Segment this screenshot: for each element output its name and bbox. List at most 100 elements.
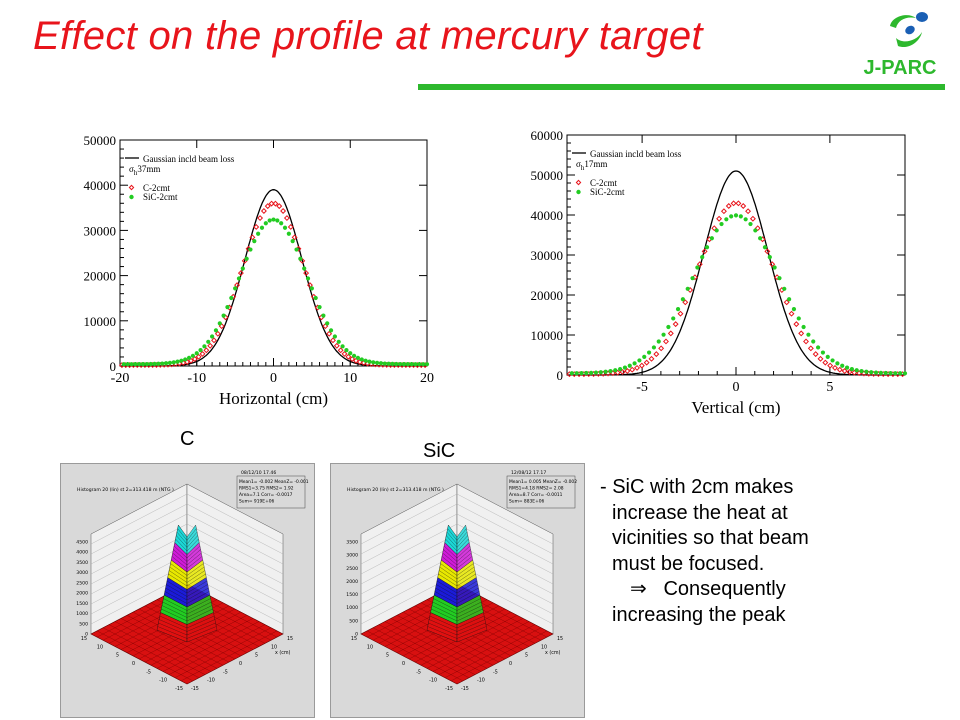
sic-2cmt-point [317,305,322,310]
y-axis-tick-label: 10 [97,644,103,650]
tower-step-line [435,587,479,601]
sic-2cmt-point [758,236,763,241]
hist-date: 08/12/10 17.46 [241,470,276,476]
sic-2cmt-point [286,231,291,236]
y-tick-label: 0 [110,359,117,374]
tower-step-line [164,591,210,604]
y-axis-tick-label: -15 [445,686,453,692]
sic-2cmt-point [233,286,238,291]
x-tick-label: -20 [111,371,130,386]
floor-gridline [180,630,278,682]
tower-step-line [438,570,476,583]
sic-2cmt-point [305,276,311,281]
jparc-logo: J-PARC [864,12,936,79]
y-tick-label: 50000 [84,133,117,148]
sic-2cmt-point [186,355,192,360]
y-tick-label: 10000 [84,314,117,329]
sic-2cmt-point [351,353,357,358]
sic-2cmt-point [719,221,724,227]
peak-tower [426,524,488,643]
x-axis-label: x (cm) [545,650,561,656]
tower-step-line [446,531,468,545]
horizontal-profile-chart: 0 10000 20000 30000 40000 50000 -20 -10 0 10 20 Hor… [84,133,435,408]
y-axis-tick-label: 5 [116,653,119,659]
sic-2cmt-point [140,362,146,367]
logo-mark-icon [890,12,928,48]
sic-2cmt-point [282,225,288,230]
z-tick-label: 2500 [346,566,358,572]
sic-2cmt-point [613,368,618,373]
y-tick-label: 10000 [531,328,564,343]
sic-2cmt-point [348,351,353,356]
sic-2cmt-point [637,358,642,363]
sic-2cmt-point [398,361,403,367]
c-2cmt-point [345,353,352,360]
sic-2cmt-point [700,254,705,260]
sigma-value: 17mm [584,159,607,169]
sic-2cmt-point [167,360,172,365]
sic-2cmt-point [584,370,589,376]
tower-step-line [161,608,213,622]
c-2cmt-point [330,337,336,344]
sic-2cmt-point [724,217,729,222]
sic-2cmt-point [806,332,811,337]
sigma-value: 37mm [137,164,160,174]
sic-2cmt-point [313,295,318,301]
c-2cmt-point [788,310,795,317]
c-2cmt-point [638,362,645,369]
z-tick-label: 1000 [76,611,88,617]
sic-2cmt-point [902,371,908,376]
c-2cmt-point [730,200,737,207]
tower-step-line [447,528,467,541]
sic-2cmt-point [133,362,138,367]
tower-step-line [158,622,216,636]
sic-2cmt-point [417,362,422,367]
tower-step-line [445,538,469,552]
c-2cmt-point [291,234,298,241]
sic-2cmt-point [221,313,226,318]
y-tick-label: 30000 [531,248,564,263]
tower-step-line [431,605,483,618]
c-2cmt-point [769,261,776,268]
c-2cmt-point [207,342,214,349]
c-2cmt-points [566,200,906,378]
sic-2cmt-point [190,353,196,358]
z-tick-label: 1000 [346,605,358,611]
tower-step-line [166,584,208,597]
legend-sigma-label: σh17mm [576,159,607,172]
sic-2cmt-point [382,361,387,366]
x-axis-tick-label: -10 [207,678,215,684]
c-2cmt-point [846,369,853,375]
x-axis-tick-label: -5 [223,669,228,675]
wall-gridline [456,513,554,565]
tower-step-line [168,570,206,583]
wall-gridline [186,533,284,585]
sic-2cmt-point [336,339,341,344]
sic-2cmt-point [569,371,574,376]
sic-2cmt-point [598,370,603,375]
tower-step-line [176,531,198,545]
c-2cmt-point [832,364,838,371]
sic-2cmt-points [121,217,430,367]
sic-3d-histogram: Histogram 20 (lin) st 2=313.418 m (NTG )… [330,463,585,718]
c-2cmt-point [643,359,650,366]
sic-2cmt-point [183,357,188,362]
stats-line: Sum= 883E+06 [509,499,545,505]
sic-2cmt-point [618,366,623,372]
sic-2cmt-point [421,362,426,367]
c-2cmt-point [191,356,198,362]
tower-step-line [431,608,483,622]
gaussian-line [567,170,905,376]
tower-step-line [159,615,215,629]
sic-2cmt-point [762,245,768,250]
stats-line: Area=8.7 Corr= -0.0011 [509,492,563,498]
tower-step-line [165,587,209,601]
sic-2cmt-point [198,348,203,353]
c-2cmt-point [648,355,655,362]
sic-2cmt-point [772,265,777,270]
sic-2cmt-point [152,361,157,366]
observation-note: - SiC with 2cm makes increase the heat a… [600,475,900,628]
sic-2cmt-point [394,361,399,367]
sic-2cmt-point [156,361,161,366]
floor-gridline [444,627,542,678]
